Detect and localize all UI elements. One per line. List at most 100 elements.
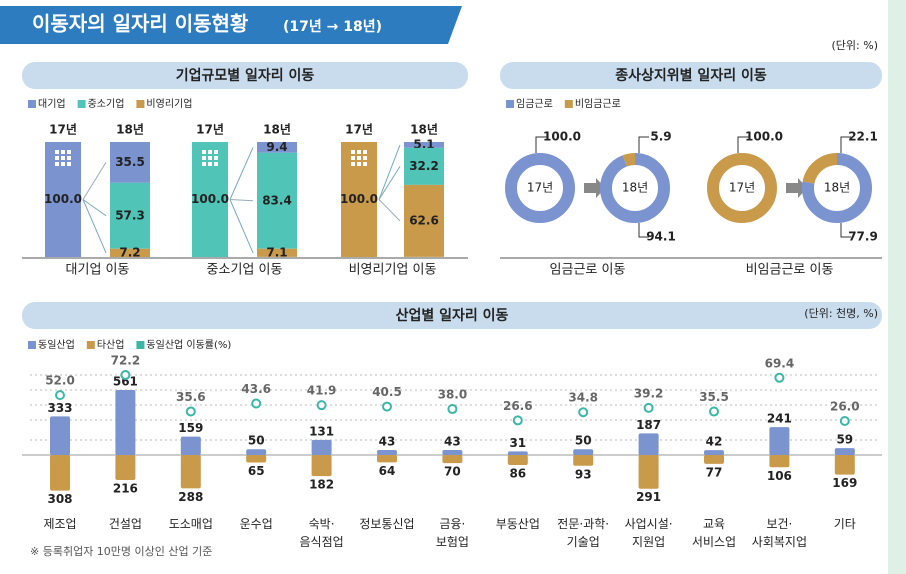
year-label: 17년 bbox=[527, 181, 553, 195]
rate-label: 26.0 bbox=[830, 400, 860, 414]
building-icon bbox=[55, 156, 59, 160]
building-icon bbox=[363, 156, 367, 160]
unit: (단위: %) bbox=[832, 39, 878, 52]
legend-swatch bbox=[506, 100, 514, 108]
rate-label: 39.2 bbox=[634, 386, 664, 400]
value-label: 7.2 bbox=[119, 245, 140, 259]
flow-arrow bbox=[378, 166, 401, 200]
building-icon bbox=[363, 162, 367, 166]
rate-label: 35.6 bbox=[176, 390, 206, 404]
value-label: 43 bbox=[444, 435, 461, 449]
bar bbox=[180, 455, 201, 489]
donut-segment bbox=[802, 153, 872, 223]
bar bbox=[834, 448, 855, 455]
legend-swatch bbox=[28, 100, 36, 108]
value-label: 182 bbox=[309, 478, 334, 492]
rate-dot bbox=[55, 390, 65, 401]
panel-title: 기업규모별 일자리 이동 bbox=[176, 67, 315, 84]
value-label: 100.0 bbox=[340, 192, 378, 206]
bar bbox=[50, 416, 70, 455]
after-segment bbox=[110, 248, 150, 257]
category-label: 정보통신업 bbox=[359, 517, 414, 531]
building-icon bbox=[202, 162, 206, 166]
category-label: 금융· 보험업 bbox=[436, 517, 469, 549]
building-icon bbox=[351, 162, 355, 166]
arrow bbox=[584, 178, 605, 198]
leader bbox=[535, 136, 548, 153]
value-label: 86 bbox=[509, 466, 526, 480]
legend-label: 비영리기업 bbox=[146, 97, 192, 110]
building-icon bbox=[67, 156, 71, 160]
after-segment bbox=[404, 184, 444, 257]
value-label: 35.5 bbox=[115, 155, 145, 169]
building-icon bbox=[61, 156, 65, 160]
value-label: 288 bbox=[178, 490, 203, 504]
building-icon bbox=[208, 150, 212, 154]
value-label: 216 bbox=[113, 482, 138, 496]
flow-arrow bbox=[229, 199, 254, 202]
bar bbox=[115, 455, 136, 481]
building-icon bbox=[202, 156, 206, 160]
leader bbox=[840, 136, 851, 153]
callout-label: 22.1 bbox=[848, 130, 878, 144]
category-label: 보건· 사회복지업 bbox=[752, 517, 807, 549]
callout-label: 77.9 bbox=[848, 230, 878, 244]
category-label: 전문·과학· 기술업 bbox=[557, 517, 609, 549]
rate-dot bbox=[839, 416, 850, 426]
panel-title: 산업별 일자리 이동 bbox=[396, 307, 509, 324]
rate-dot bbox=[185, 406, 196, 417]
legend-swatch bbox=[136, 100, 145, 108]
flow-arrow bbox=[82, 199, 107, 217]
value-label: 70 bbox=[444, 465, 461, 479]
footnote: ※ 등록취업자 10만명 이상인 산업 기준 bbox=[30, 545, 212, 558]
bar bbox=[704, 455, 724, 464]
building-icon bbox=[214, 150, 218, 154]
value-label: 65 bbox=[248, 464, 265, 478]
value-label: 57.3 bbox=[115, 208, 145, 222]
category-label: 사업시설· 지원업 bbox=[625, 517, 673, 549]
value-label: 159 bbox=[178, 421, 203, 435]
legend-label: 임금근로 bbox=[516, 97, 553, 110]
callout-label: 5.9 bbox=[650, 130, 671, 144]
value-label: 9.4 bbox=[266, 140, 287, 154]
value-label: 31 bbox=[509, 436, 526, 450]
arrow bbox=[786, 178, 807, 198]
building-icon bbox=[357, 150, 361, 154]
rate-dot bbox=[774, 372, 785, 383]
value-label: 64 bbox=[379, 464, 396, 478]
value-label: 59 bbox=[836, 433, 853, 447]
rate-label: 52.0 bbox=[45, 374, 75, 388]
year-label: 17년 bbox=[196, 123, 224, 137]
category-label: 건설업 bbox=[109, 517, 142, 531]
category-label: 부동산업 bbox=[496, 517, 540, 531]
building-icon bbox=[61, 150, 65, 154]
rate-label: 43.6 bbox=[241, 382, 271, 396]
group-label: 대기업 이동 bbox=[66, 263, 130, 278]
legend-swatch bbox=[564, 100, 573, 108]
callout-label: 100.0 bbox=[543, 130, 581, 144]
building-icon bbox=[202, 150, 206, 154]
building-icon bbox=[351, 156, 355, 160]
legend-label: 중소기업 bbox=[88, 97, 125, 110]
building-icon bbox=[55, 162, 59, 166]
rate-label: 35.5 bbox=[699, 390, 729, 404]
bar bbox=[769, 455, 790, 468]
before-bar bbox=[192, 142, 228, 257]
before-bar bbox=[341, 142, 377, 257]
after-segment bbox=[404, 142, 444, 148]
value-label: 561 bbox=[113, 375, 138, 389]
bar bbox=[704, 450, 724, 455]
value-label: 308 bbox=[47, 492, 72, 506]
bar bbox=[638, 455, 659, 489]
category-label: 제조업 bbox=[43, 517, 76, 531]
rate-dot bbox=[709, 406, 719, 417]
category-label: 교육 서비스업 bbox=[692, 517, 736, 549]
flow-arrow bbox=[378, 199, 401, 222]
value-label: 187 bbox=[636, 418, 661, 432]
year-label: 17년 bbox=[49, 123, 77, 137]
building-icon bbox=[363, 150, 367, 154]
bar bbox=[442, 455, 463, 464]
value-label: 42 bbox=[706, 435, 723, 449]
flow-arrow bbox=[229, 147, 254, 200]
